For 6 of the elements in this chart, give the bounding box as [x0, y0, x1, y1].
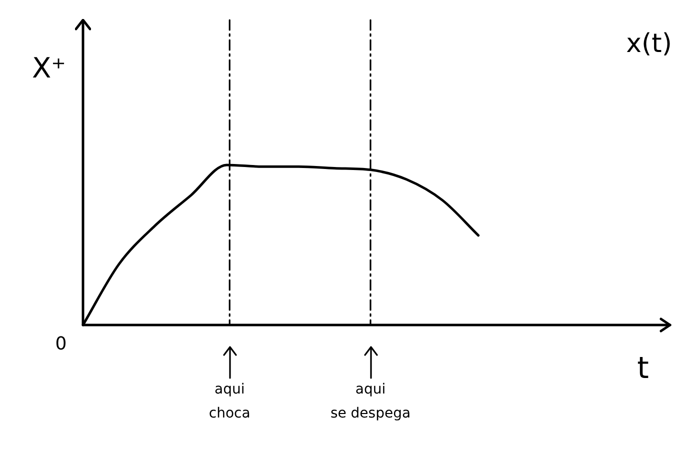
text: aqui choca: [208, 382, 250, 422]
text: 0: [55, 334, 67, 355]
y-axis-title: X⁺: [32, 51, 66, 84]
x-axis-title: t: [637, 350, 650, 386]
chart-title: x(t): [626, 28, 672, 59]
text: aqui se despega: [330, 382, 411, 422]
